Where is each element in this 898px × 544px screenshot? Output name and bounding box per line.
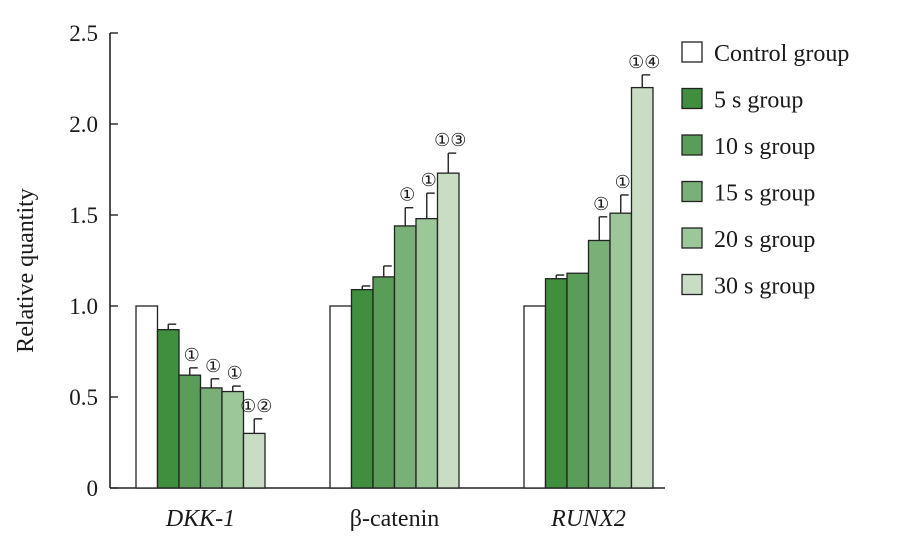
significance-label: ① (421, 170, 437, 190)
bar (395, 226, 417, 488)
y-tick-label: 0 (87, 476, 99, 501)
significance-label: ① (227, 363, 243, 383)
legend-label: 30 s group (714, 274, 815, 300)
legend-swatch (682, 42, 702, 62)
significance-label: ① (615, 172, 631, 192)
y-tick-label: 1.5 (69, 203, 98, 228)
legend-swatch (682, 275, 702, 295)
y-tick-label: 2.5 (69, 21, 98, 46)
legend-swatch (682, 228, 702, 248)
bar (438, 173, 460, 488)
bar (373, 277, 395, 488)
bar (158, 330, 180, 488)
y-tick-label: 2.0 (69, 112, 98, 137)
legend-label: 15 s group (714, 181, 815, 207)
y-tick-label: 1.0 (69, 294, 98, 319)
bar (589, 240, 611, 488)
x-tick-label: DKK-1 (165, 506, 235, 532)
legend-swatch (682, 135, 702, 155)
x-tick-label: RUNX2 (550, 506, 626, 532)
bar (416, 219, 438, 488)
y-axis-label: Relative quantity (13, 188, 39, 353)
legend-label: 5 s group (714, 88, 803, 114)
significance-label: ① (593, 194, 609, 214)
legend-label: Control group (714, 41, 849, 67)
bars (136, 75, 653, 488)
bar (610, 213, 632, 488)
bar (136, 306, 158, 488)
bar (179, 375, 201, 488)
bar (352, 290, 374, 488)
legend-swatch (682, 182, 702, 202)
legend-swatch (682, 89, 702, 109)
significance-label: ①② (240, 396, 272, 416)
x-tick-label: β-catenin (350, 506, 440, 532)
significance-label: ① (399, 185, 415, 205)
significance-label: ①④ (628, 52, 660, 72)
bar (632, 88, 654, 488)
bar (201, 388, 223, 488)
bar (244, 433, 266, 488)
significance-label: ①③ (434, 130, 466, 150)
bar (567, 273, 589, 488)
bar (330, 306, 352, 488)
y-tick-label: 0.5 (69, 385, 98, 410)
legend: Control group 5 s group 10 s group 15 s gro… (682, 41, 849, 300)
significance-label: ① (184, 345, 200, 365)
legend-label: 10 s group (714, 134, 815, 160)
legend-label: 20 s group (714, 227, 815, 253)
significance-label: ① (205, 356, 221, 376)
bar (524, 306, 546, 488)
bar (546, 279, 568, 488)
